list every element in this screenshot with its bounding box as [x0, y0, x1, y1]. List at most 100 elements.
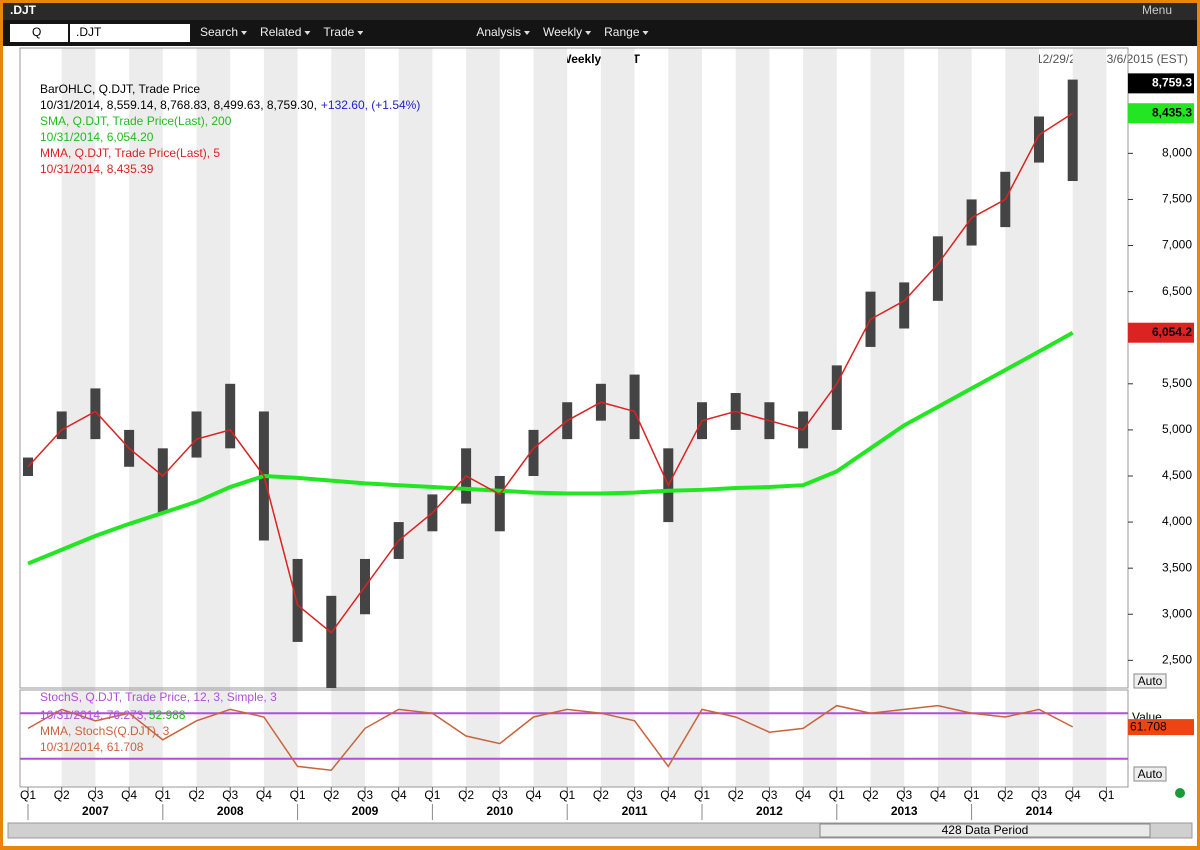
- x-tick-label: Q2: [997, 788, 1013, 802]
- title-bar: [3, 3, 1197, 20]
- scroll-thumb[interactable]: [819, 823, 1151, 838]
- auto-button[interactable]: [1133, 766, 1167, 782]
- toolbar-button[interactable]: Weekly: [543, 25, 582, 39]
- quarter-band: [735, 48, 770, 787]
- symbol-type-box[interactable]: [10, 24, 68, 42]
- year-label: 2012: [756, 804, 783, 818]
- year-label: 2013: [891, 804, 918, 818]
- x-tick-label: Q3: [761, 788, 777, 802]
- plot-frame: [19, 47, 1129, 689]
- x-tick-label: Q3: [1031, 788, 1047, 802]
- x-tick-label: Q1: [559, 788, 575, 802]
- legend-text: 10/31/2014, 6,054.20: [40, 130, 154, 144]
- price-bar: [157, 448, 168, 513]
- auto-button[interactable]: [1133, 673, 1167, 689]
- symbol: .DJT: [76, 25, 102, 39]
- x-tick-label: Q4: [660, 788, 676, 802]
- quarter-band: [600, 48, 635, 787]
- last-value-label: 6,054.2: [1152, 325, 1192, 339]
- status-light: [1175, 788, 1185, 798]
- x-tick-label: Q4: [930, 788, 946, 802]
- y-tick-label: 5,000: [1162, 422, 1192, 436]
- quarter-band: [129, 48, 163, 787]
- y-tick-label: 4,000: [1162, 514, 1192, 528]
- study-detail: 10/31/2014, 76.273,: [40, 708, 147, 722]
- x-tick-label: Q1: [290, 788, 306, 802]
- year-label: 2007: [82, 804, 109, 818]
- x-tick-label: Q1: [424, 788, 440, 802]
- dropdown-arrow: [241, 31, 248, 35]
- toolbar-button[interactable]: Trade: [323, 25, 354, 39]
- x-tick-label: Q4: [121, 788, 137, 802]
- x-tick-label: Q1: [1098, 788, 1114, 802]
- y-tick-label: 5,500: [1162, 376, 1192, 390]
- price-bar: [326, 595, 337, 688]
- indicator-line: [27, 112, 1074, 634]
- x-tick-label: Q4: [391, 788, 407, 802]
- price-bar: [225, 383, 236, 449]
- y-tick-label: 4,500: [1162, 468, 1192, 482]
- y-tick-label: 3,500: [1162, 560, 1192, 574]
- menu[interactable]: Menu: [1142, 3, 1172, 17]
- auto-label: Auto: [1138, 767, 1163, 781]
- toolbar-button[interactable]: Search: [200, 25, 238, 39]
- legend-text: MMA, Q.DJT, Trade Price(Last), 5: [40, 146, 220, 160]
- price-bar: [932, 236, 943, 301]
- price-bar: [831, 365, 842, 430]
- x-tick-label: Q3: [896, 788, 912, 802]
- x-tick-label: Q3: [222, 788, 238, 802]
- legend-text: BarOHLC, Q.DJT, Trade Price: [40, 82, 200, 96]
- x-tick-label: Q2: [54, 788, 70, 802]
- x-tick-label: Q2: [862, 788, 878, 802]
- symbol-type: Q: [32, 25, 41, 39]
- x-tick-label: Q2: [188, 788, 204, 802]
- x-tick-label: Q2: [458, 788, 474, 802]
- symbol-input[interactable]: [70, 24, 190, 42]
- toolbar: [3, 20, 1197, 46]
- date-range: 12/29/2006 - 3/6/2015 (EST): [1036, 52, 1188, 66]
- quarter-band: [61, 48, 96, 787]
- price-bar: [966, 199, 977, 246]
- price-bar: [56, 411, 67, 440]
- last-value-tag: [1128, 73, 1194, 94]
- study-line: [27, 704, 1074, 771]
- quarter-band: [1072, 48, 1107, 787]
- y-tick-label: 8,000: [1162, 146, 1192, 160]
- last-value-tag: [1128, 322, 1194, 343]
- price-bar: [899, 282, 910, 329]
- year-label: 2010: [486, 804, 513, 818]
- year-label: 2009: [352, 804, 379, 818]
- legend-text: 10/31/2014, 8,559.14, 8,768.83, 8,499.63…: [40, 98, 317, 112]
- price-bar: [90, 388, 101, 440]
- x-tick-label: Q2: [728, 788, 744, 802]
- toolbar-button[interactable]: Analysis: [476, 25, 521, 39]
- quarter-band: [466, 48, 500, 787]
- quarter-band: [196, 48, 231, 787]
- toolbar-button[interactable]: Related: [260, 25, 301, 39]
- price-bar: [629, 374, 640, 440]
- x-tick-label: Q4: [256, 788, 272, 802]
- legend-change: +132.60, (+1.54%): [321, 98, 420, 112]
- window-title: .DJT: [10, 3, 37, 17]
- y-tick-label: 7,000: [1162, 238, 1192, 252]
- x-tick-label: Q3: [627, 788, 643, 802]
- value-tag: [1128, 719, 1194, 736]
- year-label: 2011: [622, 804, 648, 818]
- quarter-band: [1005, 48, 1039, 787]
- value-label: 61.708: [1130, 719, 1167, 733]
- quarter-band: [668, 48, 702, 787]
- price-bar: [1034, 116, 1044, 163]
- y-tick-label: 6,500: [1162, 284, 1192, 298]
- dropdown-arrow: [642, 31, 649, 35]
- x-tick-label: Q1: [694, 788, 710, 802]
- quarter-band: [937, 48, 972, 787]
- last-value-tag: [1128, 103, 1194, 124]
- x-tick-label: Q1: [20, 788, 36, 802]
- x-tick-label: Q3: [357, 788, 373, 802]
- y-tick-label: 7,500: [1162, 192, 1192, 206]
- price-bar: [494, 475, 505, 532]
- toolbar-button[interactable]: Range: [604, 25, 640, 39]
- last-value-label: 8,759.3: [1152, 76, 1192, 90]
- year-label: 2008: [217, 804, 244, 818]
